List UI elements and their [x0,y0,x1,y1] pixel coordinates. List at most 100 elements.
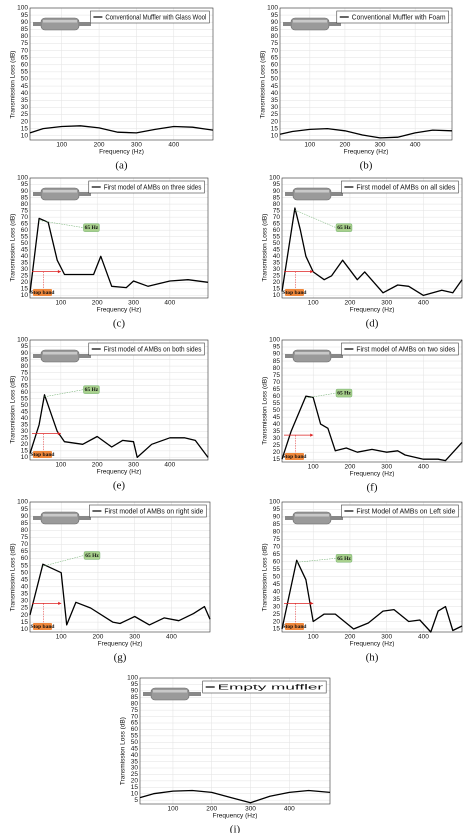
y-tick-label: 30 [21,104,29,111]
x-tick-label: 200 [345,634,356,641]
y-tick-label: 25 [131,771,139,778]
y-tick-label: 80 [21,363,29,370]
y-tick-label: 70 [273,544,281,551]
y-tick-label: 10 [131,790,139,797]
muffler-pipe [329,22,341,26]
caption: (i) [230,824,241,833]
x-tick-label: 200 [345,300,356,307]
y-tick-label: 35 [21,260,29,267]
muffler-pipe [285,192,293,196]
legend-box [88,342,205,356]
y-tick-label: 40 [21,415,29,422]
plot-frame [139,677,331,805]
y-tick-label: 70 [21,47,29,54]
y-tick-label: 15 [273,286,281,293]
x-axis-label: Frequency (Hz) [97,307,142,314]
y-tick-label: 80 [131,700,139,707]
legend-label: First model of AMBs on two sides [356,346,455,353]
y-tick-label: 15 [273,456,281,463]
y-tick-label: 100 [17,499,28,506]
y-tick-label: 100 [269,175,280,182]
x-axis-label: Frequency (Hz) [344,149,389,156]
data-line [29,394,209,459]
y-tick-label: 65 [273,220,281,227]
panel: 1015202530354045505560657075808590951001… [260,5,453,172]
plot-frame [281,339,463,463]
y-tick-label: 90 [131,688,139,695]
legend-label: Empty muffler [218,684,325,691]
plot-frame [29,501,211,633]
x-tick-label: 400 [418,634,429,641]
peak-label: 65 Hz [85,387,99,393]
y-tick-label: 35 [273,260,281,267]
y-axis-label: Transmission Loss (dB) [10,543,17,611]
panel: 1015202530354045505560657075808590951001… [10,175,209,330]
y-tick-label: 65 [131,720,139,727]
y-tick-label: 65 [273,386,281,393]
muffler-shine [43,352,77,355]
data-line [29,217,209,293]
y-tick-label: 35 [273,428,281,435]
muffler-shine [293,20,327,23]
y-tick-label: 20 [273,449,281,456]
plot-frame [279,7,453,141]
y-tick-label: 30 [131,765,139,772]
y-tick-label: 75 [131,707,139,714]
y-axis-label: Transmission Loss (dB) [262,377,269,445]
y-tick-label: 20 [273,279,281,286]
y-tick-label: 30 [271,104,279,111]
legend-label: First Model of AMBs on Left side [356,508,455,515]
data-line [139,789,331,804]
y-tick-label: 20 [21,118,29,125]
y-tick-label: 65 [273,551,281,558]
y-tick-label: 70 [271,47,279,54]
y-tick-label: 15 [21,286,29,293]
y-tick-label: 65 [21,382,29,389]
x-tick-label: 100 [56,142,67,149]
data-line [279,127,453,139]
x-axis-label: Frequency (Hz) [213,813,258,820]
data-line [281,559,463,633]
plot-frame [281,501,463,633]
band-label: Stop band [282,624,306,630]
muffler-pipe [285,354,293,358]
caption: (a) [115,160,128,172]
legend-label: First model of AMBs on both sides [104,346,202,353]
caption: (c) [113,318,126,330]
y-tick-label: 35 [21,422,29,429]
y-tick-label: 60 [21,61,29,68]
y-tick-label: 70 [273,214,281,221]
plot-frame [29,177,209,299]
legend-label: Conventional Muffler with Glass Wool [105,14,206,21]
band-label: Stop band [30,452,54,458]
y-tick-label: 75 [273,536,281,543]
y-axis-label: Transmission Loss (dB) [10,376,17,444]
x-tick-label: 400 [418,300,429,307]
y-tick-label: 55 [21,69,29,76]
y-tick-label: 50 [273,240,281,247]
muffler-shine [295,352,329,355]
muffler-body [40,17,80,31]
x-tick-label: 300 [381,634,392,641]
band-tag [33,289,52,296]
x-axis-label: Frequency (Hz) [98,641,143,648]
y-tick-label: 10 [21,292,29,299]
y-axis-label: Transmission Loss (dB) [262,543,269,611]
peak-pointer [296,558,337,563]
y-tick-label: 25 [21,605,29,612]
legend-label: First model of AMBs on three sides [104,184,202,191]
band-tag [285,289,304,296]
x-tick-label: 200 [345,464,356,471]
y-tick-label: 50 [273,407,281,414]
y-tick-label: 75 [273,372,281,379]
band-label: Stop band [282,290,306,296]
x-tick-label: 300 [381,300,392,307]
y-tick-label: 75 [21,40,29,47]
y-tick-label: 10 [21,626,29,633]
band-label: Stop band [30,290,54,296]
y-tick-label: 15 [271,125,279,132]
y-tick-label: 40 [21,90,29,97]
muffler-pipe [33,22,41,26]
y-tick-label: 50 [21,240,29,247]
